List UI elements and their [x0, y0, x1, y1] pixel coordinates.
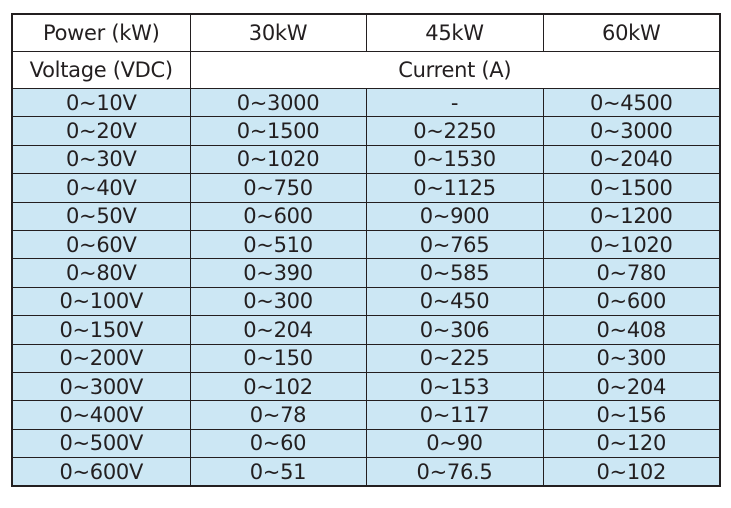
- table-row: 0~40V 0~750 0~1125 0~1500: [11, 173, 721, 203]
- current-30kw-cell: 0~60: [189, 428, 367, 459]
- current-45kw-cell: 0~450: [365, 286, 544, 317]
- current-60kw-cell: 0~102: [542, 457, 721, 487]
- table-row: 0~20V 0~1500 0~2250 0~3000: [11, 116, 721, 146]
- table-row: 0~10V 0~3000-0~4500: [11, 87, 721, 118]
- current-30kw-cell: 0~51: [189, 457, 367, 487]
- table-row: 0~500V 0~60 0~90 0~120: [11, 428, 721, 459]
- spec-table-container: Power (kW) 30kW 45kW 60kW Voltage (VDC) …: [11, 13, 721, 488]
- current-45kw-cell: 0~153: [365, 371, 544, 402]
- current-45kw-cell: 0~117: [365, 400, 544, 430]
- voltage-header-label: Voltage (VDC): [11, 51, 191, 89]
- current-30kw-cell: 0~102: [189, 371, 367, 402]
- current-45kw-cell: 0~900: [365, 201, 544, 231]
- current-30kw-cell: 0~1020: [189, 144, 367, 175]
- current-45kw-cell: 0~76.5: [365, 457, 544, 487]
- current-45kw-cell: 0~90: [365, 428, 544, 459]
- table-row: 0~600V 0~51 0~76.5 0~102: [11, 457, 721, 487]
- current-60kw-cell: 0~600: [542, 286, 721, 317]
- power-voltage-current-table: Power (kW) 30kW 45kW 60kW Voltage (VDC) …: [11, 13, 721, 488]
- current-45kw-cell: 0~1530: [365, 144, 544, 175]
- voltage-cell: 0~80V: [11, 258, 191, 288]
- current-45kw-cell: -: [365, 87, 544, 118]
- current-30kw-cell: 0~300: [189, 286, 367, 317]
- current-45kw-cell: 0~225: [365, 343, 544, 373]
- voltage-cell: 0~10V: [11, 87, 191, 118]
- table-row: 0~400V 0~78 0~117 0~156: [11, 400, 721, 430]
- power-header-30kw: 30kW: [189, 13, 367, 52]
- voltage-current-header-row: Voltage (VDC) Current (A): [11, 51, 721, 89]
- current-45kw-cell: 0~2250: [365, 116, 544, 146]
- table-row: 0~150V 0~204 0~306 0~408: [11, 315, 721, 345]
- current-header-label: Current (A): [189, 51, 721, 89]
- current-30kw-cell: 0~510: [189, 229, 367, 260]
- current-30kw-cell: 0~390: [189, 258, 367, 288]
- current-45kw-cell: 0~306: [365, 315, 544, 345]
- current-60kw-cell: 0~1500: [542, 173, 721, 203]
- current-30kw-cell: 0~150: [189, 343, 367, 373]
- table-row: 0~60V 0~510 0~765 0~1020: [11, 229, 721, 260]
- voltage-cell: 0~150V: [11, 315, 191, 345]
- voltage-cell: 0~100V: [11, 286, 191, 317]
- current-60kw-cell: 0~408: [542, 315, 721, 345]
- current-60kw-cell: 0~1020: [542, 229, 721, 260]
- table-row: 0~30V 0~1020 0~1530 0~2040: [11, 144, 721, 175]
- current-30kw-cell: 0~3000: [189, 87, 367, 118]
- current-60kw-cell: 0~3000: [542, 116, 721, 146]
- current-60kw-cell: 0~204: [542, 371, 721, 402]
- power-header-60kw: 60kW: [542, 13, 721, 52]
- power-header-45kw: 45kW: [365, 13, 544, 52]
- current-45kw-cell: 0~765: [365, 229, 544, 260]
- current-60kw-cell: 0~300: [542, 343, 721, 373]
- voltage-cell: 0~50V: [11, 201, 191, 231]
- voltage-cell: 0~30V: [11, 144, 191, 175]
- table-row: 0~80V 0~390 0~585 0~780: [11, 258, 721, 288]
- voltage-cell: 0~20V: [11, 116, 191, 146]
- table-row: 0~100V 0~300 0~450 0~600: [11, 286, 721, 317]
- current-60kw-cell: 0~780: [542, 258, 721, 288]
- voltage-cell: 0~300V: [11, 371, 191, 402]
- voltage-cell: 0~600V: [11, 457, 191, 487]
- power-header-row: Power (kW) 30kW 45kW 60kW: [11, 13, 721, 52]
- current-30kw-cell: 0~204: [189, 315, 367, 345]
- voltage-cell: 0~40V: [11, 173, 191, 203]
- voltage-cell: 0~200V: [11, 343, 191, 373]
- current-45kw-cell: 0~1125: [365, 173, 544, 203]
- current-30kw-cell: 0~600: [189, 201, 367, 231]
- voltage-cell: 0~400V: [11, 400, 191, 430]
- voltage-cell: 0~60V: [11, 229, 191, 260]
- current-45kw-cell: 0~585: [365, 258, 544, 288]
- current-60kw-cell: 0~120: [542, 428, 721, 459]
- table-row: 0~200V 0~150 0~225 0~300: [11, 343, 721, 373]
- current-30kw-cell: 0~750: [189, 173, 367, 203]
- current-60kw-cell: 0~2040: [542, 144, 721, 175]
- table-row: 0~300V 0~102 0~153 0~204: [11, 371, 721, 402]
- voltage-cell: 0~500V: [11, 428, 191, 459]
- current-30kw-cell: 0~78: [189, 400, 367, 430]
- current-60kw-cell: 0~156: [542, 400, 721, 430]
- table-row: 0~50V 0~600 0~900 0~1200: [11, 201, 721, 231]
- table-body: 0~10V 0~3000-0~4500 0~20V 0~1500 0~2250 0~300…: [11, 87, 721, 487]
- power-header-label: Power (kW): [11, 13, 191, 52]
- current-60kw-cell: 0~1200: [542, 201, 721, 231]
- current-60kw-cell: 0~4500: [542, 87, 721, 118]
- current-30kw-cell: 0~1500: [189, 116, 367, 146]
